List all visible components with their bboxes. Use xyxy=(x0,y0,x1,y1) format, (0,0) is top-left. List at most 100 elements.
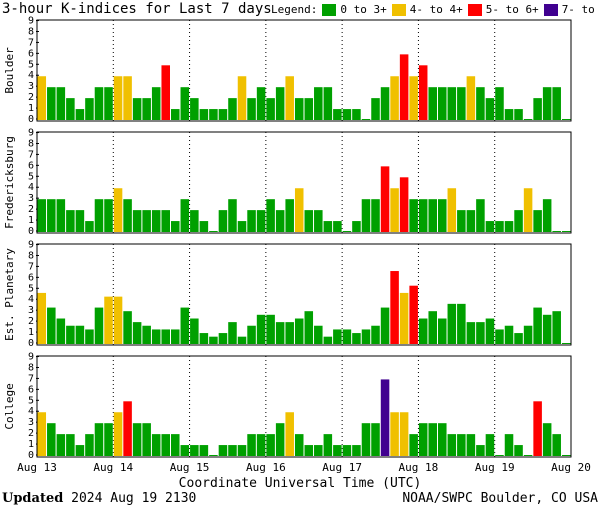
k-index-bar xyxy=(314,325,323,344)
k-index-bar xyxy=(438,199,447,232)
k-index-bar xyxy=(66,325,75,344)
y-tick-label: 7 xyxy=(28,373,34,384)
k-index-bar xyxy=(542,423,552,456)
k-index-bar xyxy=(237,221,247,232)
chart-title: 3-hour K-indices for Last 7 days xyxy=(2,1,272,17)
k-index-bar xyxy=(171,329,180,344)
k-index-bar xyxy=(142,325,151,344)
panel-ylabel: Boulder xyxy=(3,47,16,94)
k-index-bar xyxy=(294,318,304,344)
k-index-bar xyxy=(85,329,94,344)
k-index-bar xyxy=(199,221,209,232)
y-tick-label: 8 xyxy=(28,250,34,261)
k-index-bar xyxy=(457,87,466,120)
k-index-bar xyxy=(47,87,56,120)
y-tick-label: 9 xyxy=(28,16,34,27)
k-index-bar xyxy=(342,329,352,344)
k-index-bar xyxy=(209,336,218,344)
k-index-bar xyxy=(85,434,94,456)
k-index-bar xyxy=(447,434,457,456)
k-index-bar xyxy=(542,199,552,232)
y-tick-label: 8 xyxy=(28,26,34,37)
k-index-bar xyxy=(66,98,75,120)
k-index-bar xyxy=(514,333,523,344)
legend-text-quiet: 0 to 3+ xyxy=(340,3,387,16)
x-tick-label: Aug 17 xyxy=(322,461,362,474)
legend-text-storm: 5- to 6+ xyxy=(485,3,539,16)
k-index-bar xyxy=(75,210,85,232)
k-index-bar xyxy=(495,87,504,120)
k-index-bar xyxy=(37,292,47,344)
k-index-bar xyxy=(485,98,495,120)
k-index-bar xyxy=(237,445,247,456)
k-index-bar xyxy=(428,199,437,232)
k-index-bar xyxy=(361,423,371,456)
k-index-bar xyxy=(371,423,380,456)
k-index-bar xyxy=(123,199,132,232)
k-index-bar xyxy=(352,221,361,232)
k-index-bar xyxy=(333,329,342,344)
k-index-bar xyxy=(495,329,504,344)
x-tick-label: Aug 15 xyxy=(170,461,210,474)
y-tick-label: 9 xyxy=(28,352,34,363)
updated-label: Updated xyxy=(2,491,64,506)
k-index-bar xyxy=(104,87,113,120)
legend-item-quiet: 0 to 3+ xyxy=(322,3,387,16)
y-tick-label: 9 xyxy=(28,240,34,251)
k-index-bar xyxy=(294,434,304,456)
k-index-bar xyxy=(466,76,476,120)
k-index-bar xyxy=(561,119,571,120)
k-index-bar xyxy=(190,318,199,344)
k-index-bar xyxy=(113,76,123,120)
k-index-bar xyxy=(399,177,409,232)
y-tick-label: 3 xyxy=(28,193,34,204)
k-index-bar xyxy=(542,314,552,344)
y-tick-label: 9 xyxy=(28,128,34,139)
k-index-bar xyxy=(161,210,170,232)
k-index-bar xyxy=(180,307,190,344)
y-tick-label: 0 xyxy=(28,114,34,125)
k-index-bar xyxy=(285,322,294,344)
k-index-charts: 0123456789Boulder0123456789Fredericksbur… xyxy=(3,16,591,474)
legend-item-severe: 7- to 9 xyxy=(543,3,600,16)
y-tick-label: 4 xyxy=(28,294,34,305)
legend: Legend: 0 to 3+ 4- to 4+ 5- to 6+ 7- to … xyxy=(271,3,600,16)
k-index-bar xyxy=(56,434,66,456)
k-index-bar xyxy=(237,336,247,344)
k-index-bar xyxy=(352,333,361,344)
k-index-bar xyxy=(314,87,323,120)
k-index-bar xyxy=(209,231,218,232)
k-index-bar xyxy=(361,119,371,120)
k-index-bar xyxy=(380,307,390,344)
updated-stamp: Updated 2024 Aug 19 2130 xyxy=(2,491,196,506)
k-index-bar xyxy=(533,401,542,456)
k-index-bar xyxy=(438,87,447,120)
legend-item-storm: 5- to 6+ xyxy=(467,3,539,16)
k-index-bar xyxy=(85,221,94,232)
x-tick-label: Aug 16 xyxy=(246,461,286,474)
k-index-bar xyxy=(218,445,228,456)
k-index-bar xyxy=(266,434,275,456)
k-index-bar xyxy=(304,445,314,456)
k-index-bar xyxy=(418,423,428,456)
k-index-bar xyxy=(409,434,418,456)
k-index-bar xyxy=(132,98,142,120)
k-index-bar xyxy=(552,87,561,120)
k-index-bar xyxy=(361,199,371,232)
k-index-bar xyxy=(104,423,113,456)
k-index-bar xyxy=(218,210,228,232)
legend-item-active: 4- to 4+ xyxy=(391,3,463,16)
k-index-bar xyxy=(132,322,142,344)
k-index-bar xyxy=(161,329,170,344)
k-index-bar xyxy=(380,87,390,120)
x-tick-label: Aug 20 xyxy=(551,461,591,474)
k-index-bar xyxy=(37,76,47,120)
k-index-bar xyxy=(190,98,199,120)
y-tick-label: 6 xyxy=(28,48,34,59)
k-index-bar xyxy=(447,87,457,120)
k-index-bar xyxy=(323,434,333,456)
y-tick-label: 5 xyxy=(28,283,34,294)
y-tick-label: 5 xyxy=(28,171,34,182)
updated-value: 2024 Aug 19 2130 xyxy=(71,491,197,506)
k-index-bar xyxy=(523,455,533,456)
